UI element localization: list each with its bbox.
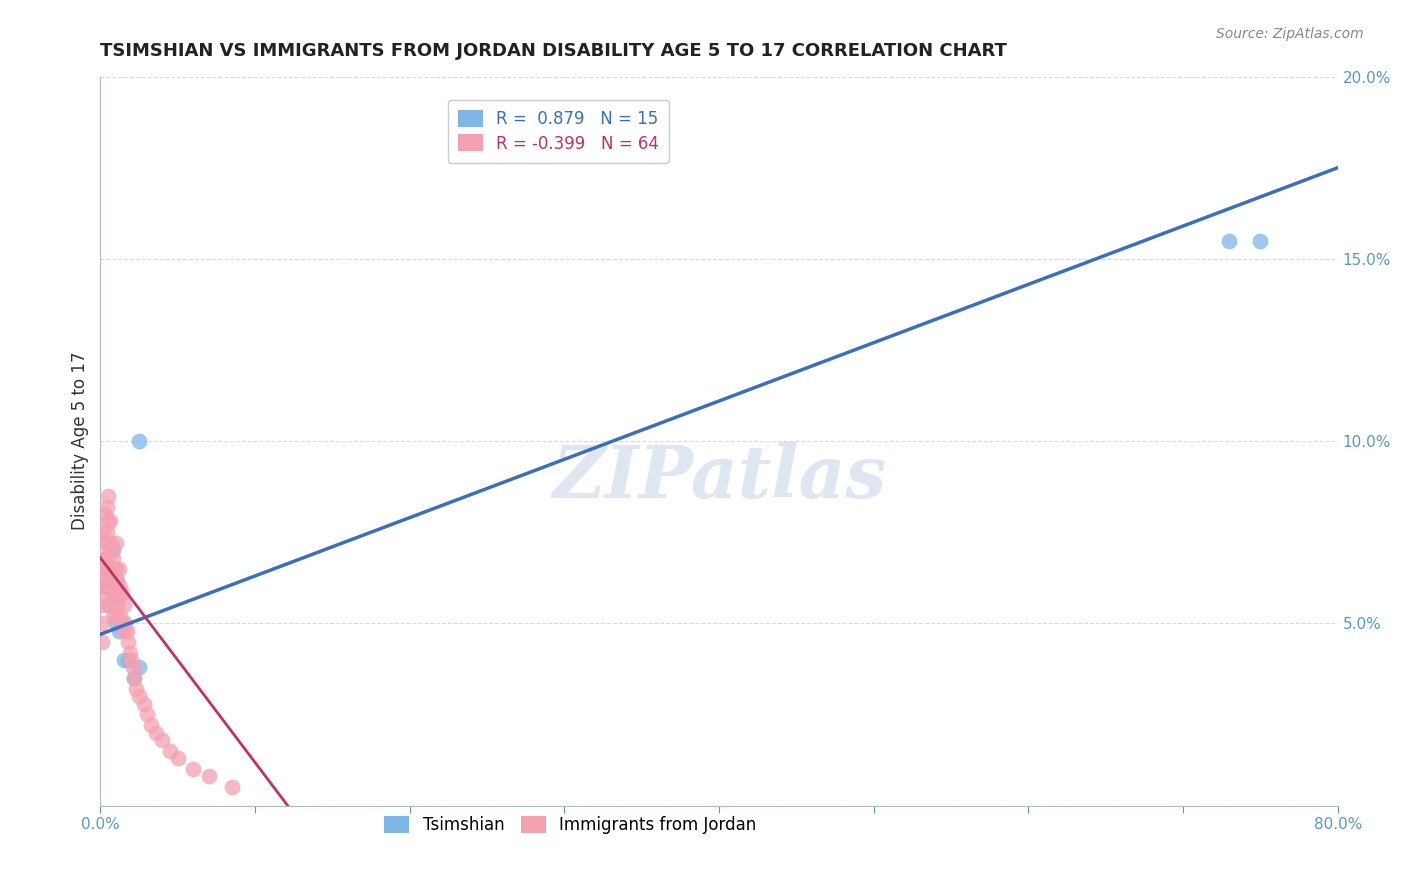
Point <box>104 609 127 624</box>
Point <box>105 598 128 612</box>
Point <box>90 616 112 631</box>
Point <box>94 536 117 550</box>
Point <box>104 616 127 631</box>
Point <box>112 653 135 667</box>
Point <box>103 562 125 576</box>
Point <box>97 598 120 612</box>
Text: TSIMSHIAN VS IMMIGRANTS FROM JORDAN DISABILITY AGE 5 TO 17 CORRELATION CHART: TSIMSHIAN VS IMMIGRANTS FROM JORDAN DISA… <box>100 42 1007 60</box>
Point <box>97 536 120 550</box>
Point <box>128 434 150 448</box>
Point <box>118 646 141 660</box>
Text: Source: ZipAtlas.com: Source: ZipAtlas.com <box>1216 27 1364 41</box>
Point <box>108 624 131 638</box>
Text: ZIPatlas: ZIPatlas <box>553 442 886 513</box>
Point <box>181 762 204 776</box>
Point <box>141 718 163 732</box>
Point <box>105 573 128 587</box>
Point <box>221 780 243 795</box>
Point <box>111 616 134 631</box>
Point <box>100 598 122 612</box>
Point <box>112 598 135 612</box>
Point <box>101 609 124 624</box>
Point <box>110 609 132 624</box>
Point <box>98 543 121 558</box>
Point <box>96 569 118 583</box>
Point <box>96 525 118 540</box>
Point <box>104 562 127 576</box>
Point <box>97 562 120 576</box>
Point <box>97 514 120 528</box>
Point <box>124 671 146 685</box>
Point <box>111 587 134 601</box>
Point <box>159 744 181 758</box>
Point <box>96 550 118 565</box>
Point <box>101 543 124 558</box>
Point <box>108 562 131 576</box>
Point <box>125 681 148 696</box>
Point <box>98 514 121 528</box>
Point <box>166 751 188 765</box>
Point <box>114 616 136 631</box>
Point <box>121 660 143 674</box>
Point <box>103 587 125 601</box>
Point <box>117 634 139 648</box>
Point <box>101 580 124 594</box>
Point <box>104 587 127 601</box>
Point <box>100 536 122 550</box>
Point <box>94 562 117 576</box>
Point <box>100 562 122 576</box>
Point <box>197 769 219 783</box>
Point <box>101 587 124 601</box>
Point <box>128 660 150 674</box>
Y-axis label: Disability Age 5 to 17: Disability Age 5 to 17 <box>72 351 89 531</box>
Point <box>90 598 112 612</box>
Point <box>104 536 127 550</box>
Point <box>117 653 139 667</box>
Point <box>112 624 135 638</box>
Legend: R =  0.879   N = 15, R = -0.399   N = 64: R = 0.879 N = 15, R = -0.399 N = 64 <box>447 100 669 162</box>
Point <box>124 671 146 685</box>
Point <box>128 690 150 704</box>
Point <box>115 624 138 638</box>
Point <box>132 697 155 711</box>
Point <box>98 569 121 583</box>
Point <box>93 525 115 540</box>
Point <box>97 489 120 503</box>
Point <box>97 580 120 594</box>
Point <box>90 580 112 594</box>
Point <box>135 707 157 722</box>
Point <box>94 580 117 594</box>
Point <box>93 569 115 583</box>
Point <box>93 587 115 601</box>
Point <box>93 550 115 565</box>
Point <box>1249 234 1271 248</box>
Point <box>96 500 118 514</box>
Point <box>104 573 127 587</box>
Point <box>108 587 131 601</box>
Point <box>94 507 117 521</box>
Point <box>145 725 167 739</box>
Point <box>101 550 124 565</box>
Point <box>1218 234 1240 248</box>
Point <box>97 562 120 576</box>
Point <box>150 733 173 747</box>
Point <box>110 580 132 594</box>
Point <box>90 634 112 648</box>
Point <box>120 653 142 667</box>
